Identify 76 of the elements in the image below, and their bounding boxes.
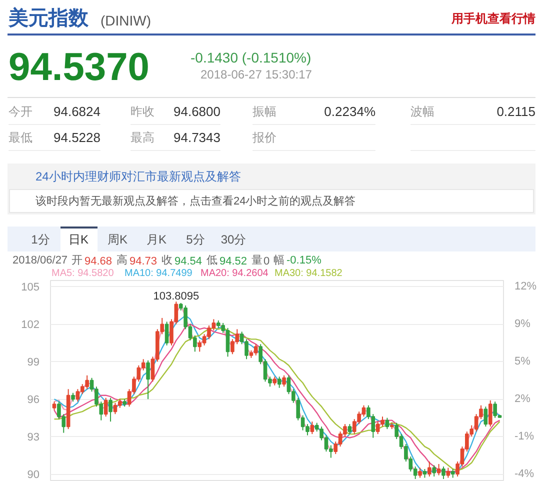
candlestick xyxy=(310,421,314,435)
annotation: 103.8095 xyxy=(153,290,200,303)
candlestick xyxy=(488,400,492,428)
text: 2018-06-27 15:30:17 xyxy=(200,68,312,82)
text: 昨收 xyxy=(130,104,154,118)
text: 开 xyxy=(72,254,82,266)
text: 报价 xyxy=(252,130,276,144)
y2-tick-label: 12% xyxy=(514,280,537,293)
text: 94.68 xyxy=(84,256,112,268)
text: 周K xyxy=(108,232,128,246)
text: 今开 xyxy=(8,104,32,118)
y2-tick-label: -1% xyxy=(514,430,534,443)
text: MA30: 94.1582 xyxy=(274,268,343,279)
candlestick xyxy=(436,464,441,476)
y2-tick-label: 2% xyxy=(514,393,531,406)
text: 1分 xyxy=(31,232,50,246)
text: 日K xyxy=(68,232,89,246)
text: 94.5228 xyxy=(54,130,101,145)
text: -0.15% xyxy=(286,254,322,266)
candlestick xyxy=(282,374,286,388)
text: 高 xyxy=(116,254,128,266)
text: 月K xyxy=(146,232,167,246)
y2-tick-label: 9% xyxy=(514,318,531,330)
text: 24小时内理财师对汇市最新观点及解答 xyxy=(36,170,241,184)
text: MA20: 94.2604 xyxy=(200,268,269,279)
text: 最高 xyxy=(130,130,154,144)
text: -0.1430 (-0.1510%) xyxy=(190,50,312,66)
text: 0 xyxy=(264,256,270,268)
y-tick-label: 90 xyxy=(27,469,40,481)
text: MA5: 94.5820 xyxy=(52,268,114,279)
text: 用手机查看行情 xyxy=(450,12,536,26)
candlestick xyxy=(432,464,436,478)
text: MA10: 94.7499 xyxy=(124,268,193,279)
text: 幅 xyxy=(274,254,284,266)
candlestick xyxy=(418,467,422,478)
candlestick xyxy=(108,397,112,422)
text: 量 xyxy=(252,254,262,266)
candlestick xyxy=(484,406,488,428)
candlestick xyxy=(104,397,108,418)
text: 美元指数 xyxy=(8,6,90,30)
text: 低 xyxy=(206,254,218,266)
text: 波幅 xyxy=(410,104,434,118)
text: 收 xyxy=(162,254,172,266)
y-tick-label: 96 xyxy=(27,394,40,406)
text: 94.5370 xyxy=(8,46,150,89)
text: (DINIW) xyxy=(100,12,152,28)
candlestick xyxy=(348,424,352,435)
text: 0.2234% xyxy=(324,104,376,119)
text: 30分 xyxy=(220,232,246,246)
y2-tick-label: 5% xyxy=(514,356,531,368)
text: 2018/06/27 xyxy=(12,254,68,266)
y-tick-label: 99 xyxy=(27,356,40,369)
y-tick-label: 93 xyxy=(27,432,40,444)
text: 94.6800 xyxy=(174,104,221,119)
text: 最低 xyxy=(8,130,32,144)
text: 振幅 xyxy=(252,104,276,118)
y-tick-label: 102 xyxy=(21,319,40,332)
text: 94.6824 xyxy=(54,104,101,119)
candlestick xyxy=(146,360,150,400)
candlestick xyxy=(428,461,432,478)
text: 5分 xyxy=(186,232,205,246)
text: 94.52 xyxy=(220,256,248,268)
candlestick xyxy=(277,376,282,388)
text: 94.7343 xyxy=(174,130,221,145)
text: 0.2115 xyxy=(496,104,536,119)
candlestick xyxy=(198,340,202,352)
candlestick xyxy=(254,344,258,356)
candlestick xyxy=(446,467,450,478)
y2-tick-label: -4% xyxy=(514,468,534,480)
text: 94.54 xyxy=(174,256,202,268)
text: 该时段内暂无最新观点及解答，点击查看24小时之前的观点及解答 xyxy=(36,194,356,208)
candlestick xyxy=(164,321,169,346)
candlestick xyxy=(385,417,390,430)
candlestick xyxy=(442,466,446,480)
y-tick-label: 105 xyxy=(21,282,40,294)
text: 94.73 xyxy=(130,256,158,268)
